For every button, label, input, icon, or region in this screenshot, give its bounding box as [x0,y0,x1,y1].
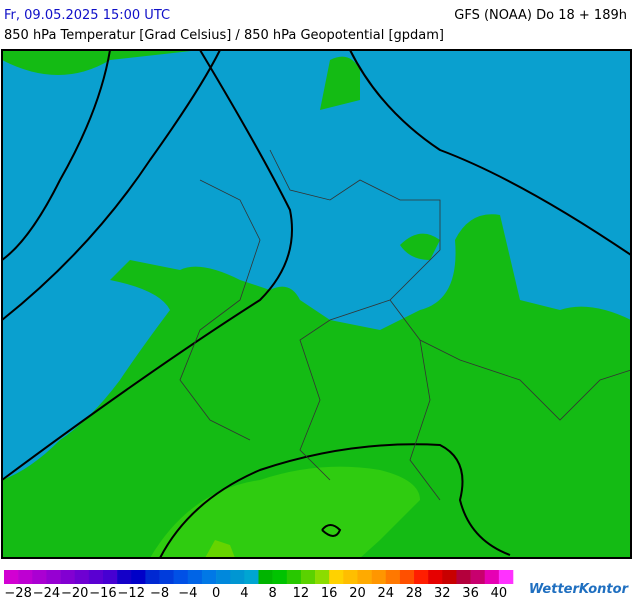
colorbar-label: 12 [293,586,310,600]
colorbar-segment [343,570,358,584]
colorbar-segment [117,570,132,584]
colorbar-label: 28 [406,586,423,600]
colorbar-label: 16 [321,586,338,600]
colorbar-label: −8 [150,586,169,600]
colorbar-segment [329,570,344,584]
colorbar-segment [272,570,288,584]
colorbar-label: 24 [377,586,394,600]
colorbar-segment [484,570,500,584]
map-frame [1,49,632,559]
colorbar-segment [187,570,203,584]
colorbar-segment [131,570,146,584]
colorbar-label: 32 [434,586,451,600]
colorbar-label: 4 [240,586,248,600]
colorbar-label: 36 [462,586,479,600]
colorbar-segment [173,570,189,584]
colorbar-label: −24 [33,586,60,600]
warm-region [205,540,235,558]
warm-region [150,466,420,558]
colorbar-segment [357,570,372,584]
colorbar-segment [88,570,104,584]
colorbar-label: −28 [4,586,31,600]
datetime: Fr, 09.05.2025 15:00 UTC [4,8,170,23]
colorbar-segment [102,570,118,584]
colorbar-label: −12 [118,586,145,600]
colorbar-label: 8 [268,586,276,600]
colorbar-label: 40 [491,586,508,600]
colorbar-segment [230,570,245,584]
colorbar-segment [60,570,75,584]
borders [179,149,632,501]
colorbar-segment [244,570,259,584]
colorbar-segment [498,570,514,584]
colorbar-segment [258,570,273,584]
colorbar-label: 0 [212,586,220,600]
colorbar-segment [399,570,415,584]
cold-region [2,50,631,480]
colorbar-segment [385,570,401,584]
colorbar: −28 −24 −20 −16 −12 −8 −4 0 4 8 12 16 20 24 28 32 36 40 [4,570,514,600]
colorbar-segment [74,570,90,584]
colorbar-segment [371,570,387,584]
colorbar-segment [470,570,486,584]
model: GFS (NOAA) Do 18 + 189h [454,8,627,23]
colorbar-segment [428,570,443,584]
colorbar-label: −20 [61,586,88,600]
colorbar-segment [46,570,61,584]
geopotential-lines [1,49,632,559]
map [1,49,632,559]
colorbar-label: 20 [349,586,366,600]
colorbar-segment [286,570,302,584]
colorbar-segment [315,570,330,584]
colorbar-segment [456,570,471,584]
colorbar-segment [32,570,47,584]
warm-patch [320,56,360,110]
colorbar-segment [159,570,174,584]
colorbar-label: −16 [89,586,116,600]
colorbar-segment [145,570,160,584]
colorbar-segment [18,570,33,584]
colorbar-segment [300,570,316,584]
subtitle: 850 hPa Temperatur [Grad Celsius] / 850 … [4,28,444,43]
colorbar-segment [201,570,217,584]
colorbar-label: −4 [178,586,197,600]
logo: WetterKontor [529,582,630,597]
colorbar-segment [216,570,231,584]
warm-patch [400,233,440,260]
colorbar-segment [442,570,457,584]
colorbar-segment [414,570,429,584]
colorbar-segment [4,570,19,584]
